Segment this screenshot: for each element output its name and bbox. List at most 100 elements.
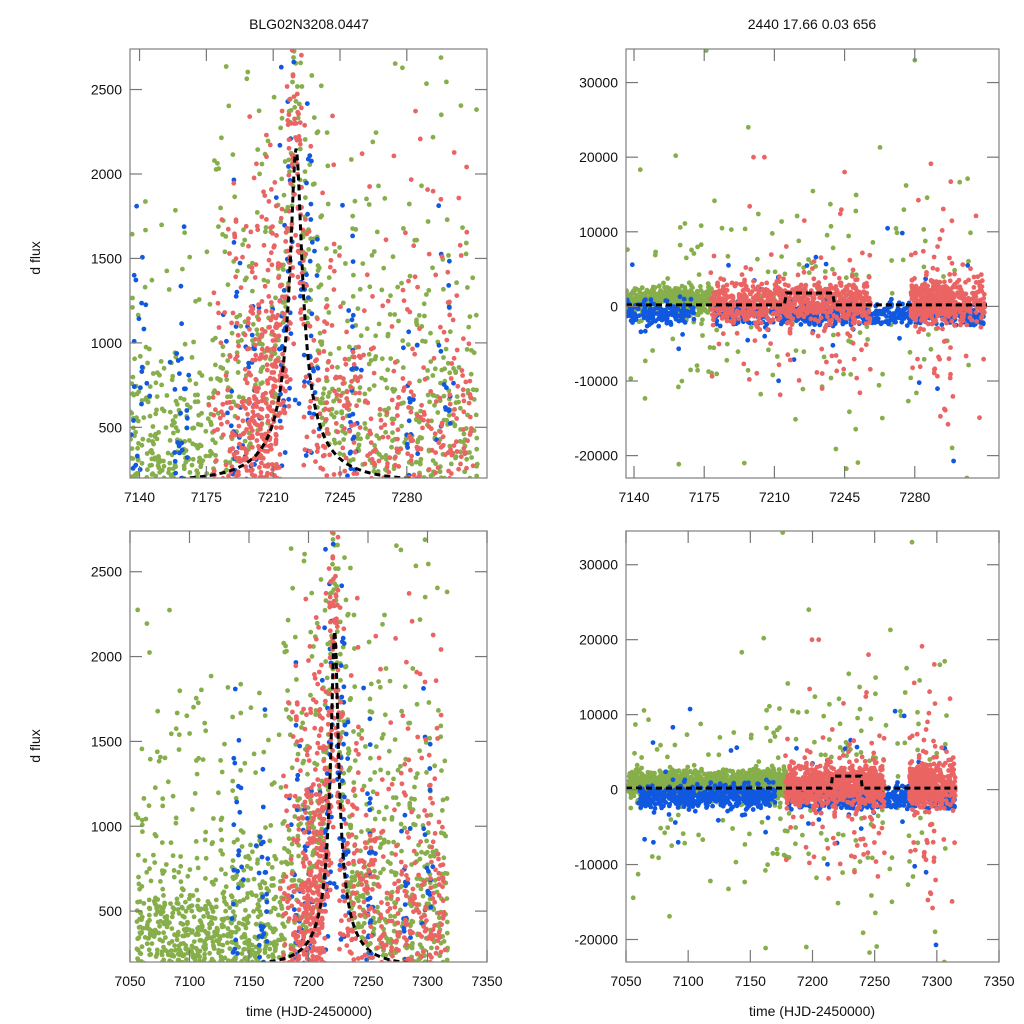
data-point-green: [438, 112, 444, 118]
data-point-red: [391, 368, 397, 374]
data-point-green: [779, 254, 784, 259]
data-point-green: [311, 644, 316, 649]
data-point-green: [334, 410, 339, 415]
data-point-green: [173, 414, 178, 419]
data-point-green: [144, 451, 150, 456]
data-point-green: [364, 326, 370, 332]
data-point-red: [317, 411, 323, 417]
data-point-red: [376, 458, 382, 464]
data-point-red: [258, 469, 264, 475]
data-point-red: [729, 280, 735, 286]
data-point-green: [400, 365, 406, 370]
data-point-red: [288, 181, 293, 186]
data-point-green: [434, 889, 440, 895]
data-point-green: [295, 115, 301, 121]
data-point-green: [403, 436, 409, 442]
data-point-blue: [354, 483, 359, 488]
data-point-red: [933, 317, 939, 323]
data-point-red: [920, 248, 926, 254]
data-point-red: [344, 389, 350, 395]
data-point-green: [416, 419, 422, 425]
data-point-green: [822, 269, 828, 274]
data-point-red: [218, 340, 224, 346]
data-point-red: [463, 379, 469, 385]
data-point-blue: [641, 311, 646, 317]
data-point-green: [150, 371, 156, 376]
data-point-red: [425, 418, 431, 424]
data-point-blue: [134, 203, 140, 209]
data-point-blue: [172, 450, 178, 455]
data-point-green: [163, 425, 169, 430]
data-point-red: [948, 371, 953, 377]
data-point-green: [828, 223, 834, 229]
data-point-green: [324, 246, 329, 252]
data-point-red: [818, 255, 824, 261]
data-point-green: [848, 372, 854, 377]
data-point-green: [234, 314, 240, 320]
data-point-red: [829, 317, 835, 323]
data-point-blue: [359, 367, 364, 373]
data-point-red: [839, 207, 844, 213]
data-point-red: [240, 431, 246, 437]
x-tick-label: 7175: [689, 489, 720, 505]
data-point-red: [264, 463, 269, 469]
data-point-green: [711, 345, 717, 351]
data-point-blue: [776, 378, 781, 384]
data-point-red: [752, 295, 758, 301]
data-point-green: [326, 275, 332, 280]
data-point-green: [725, 253, 731, 259]
data-point-green: [379, 356, 385, 362]
data-point-red: [718, 276, 724, 281]
data-point-red: [971, 285, 977, 290]
data-point-blue: [677, 294, 683, 300]
data-point-red: [242, 332, 248, 338]
data-point-red: [449, 452, 455, 458]
data-point-red: [297, 280, 303, 286]
data-point-red: [323, 417, 329, 422]
data-point-green: [376, 183, 381, 189]
data-point-blue: [840, 321, 846, 327]
data-point-green: [626, 247, 630, 252]
data-point-red: [708, 270, 714, 276]
data-point-red: [776, 292, 782, 298]
data-point-green: [161, 930, 167, 936]
data-point-green: [634, 292, 639, 298]
data-point-green: [705, 281, 711, 286]
data-point-red: [723, 296, 729, 302]
data-point-blue: [305, 481, 310, 486]
data-point-red: [299, 105, 304, 111]
data-point-green: [238, 323, 244, 329]
data-point-green: [159, 382, 165, 388]
data-point-green: [735, 349, 741, 355]
data-point-red: [324, 367, 330, 373]
data-point-red: [349, 379, 354, 384]
data-point-red: [367, 184, 372, 189]
data-point-blue: [444, 385, 449, 391]
data-point-red: [772, 282, 778, 288]
data-point-green: [447, 329, 453, 335]
data-point-blue: [278, 391, 283, 397]
data-point-red: [710, 322, 716, 328]
data-point-red: [337, 398, 342, 404]
data-point-red: [412, 274, 418, 280]
data-point-red: [351, 362, 357, 367]
data-point-red: [745, 287, 751, 293]
data-point-red: [727, 310, 733, 316]
data-point-red: [382, 422, 388, 428]
data-point-red: [929, 278, 935, 284]
data-point-red: [361, 308, 367, 314]
data-point-red: [761, 293, 767, 299]
data-point-green: [877, 145, 883, 150]
data-point-red: [273, 431, 279, 437]
data-point-green: [276, 912, 281, 918]
data-point-red: [741, 361, 747, 367]
data-point-green: [230, 909, 236, 915]
data-point-blue: [229, 388, 235, 394]
data-point-red: [850, 307, 855, 313]
data-point-red: [825, 314, 830, 319]
data-point-red: [395, 413, 400, 418]
data-point-green: [250, 849, 255, 855]
data-point-blue: [878, 321, 884, 327]
data-point-green: [242, 237, 248, 243]
data-point-red: [371, 370, 377, 376]
